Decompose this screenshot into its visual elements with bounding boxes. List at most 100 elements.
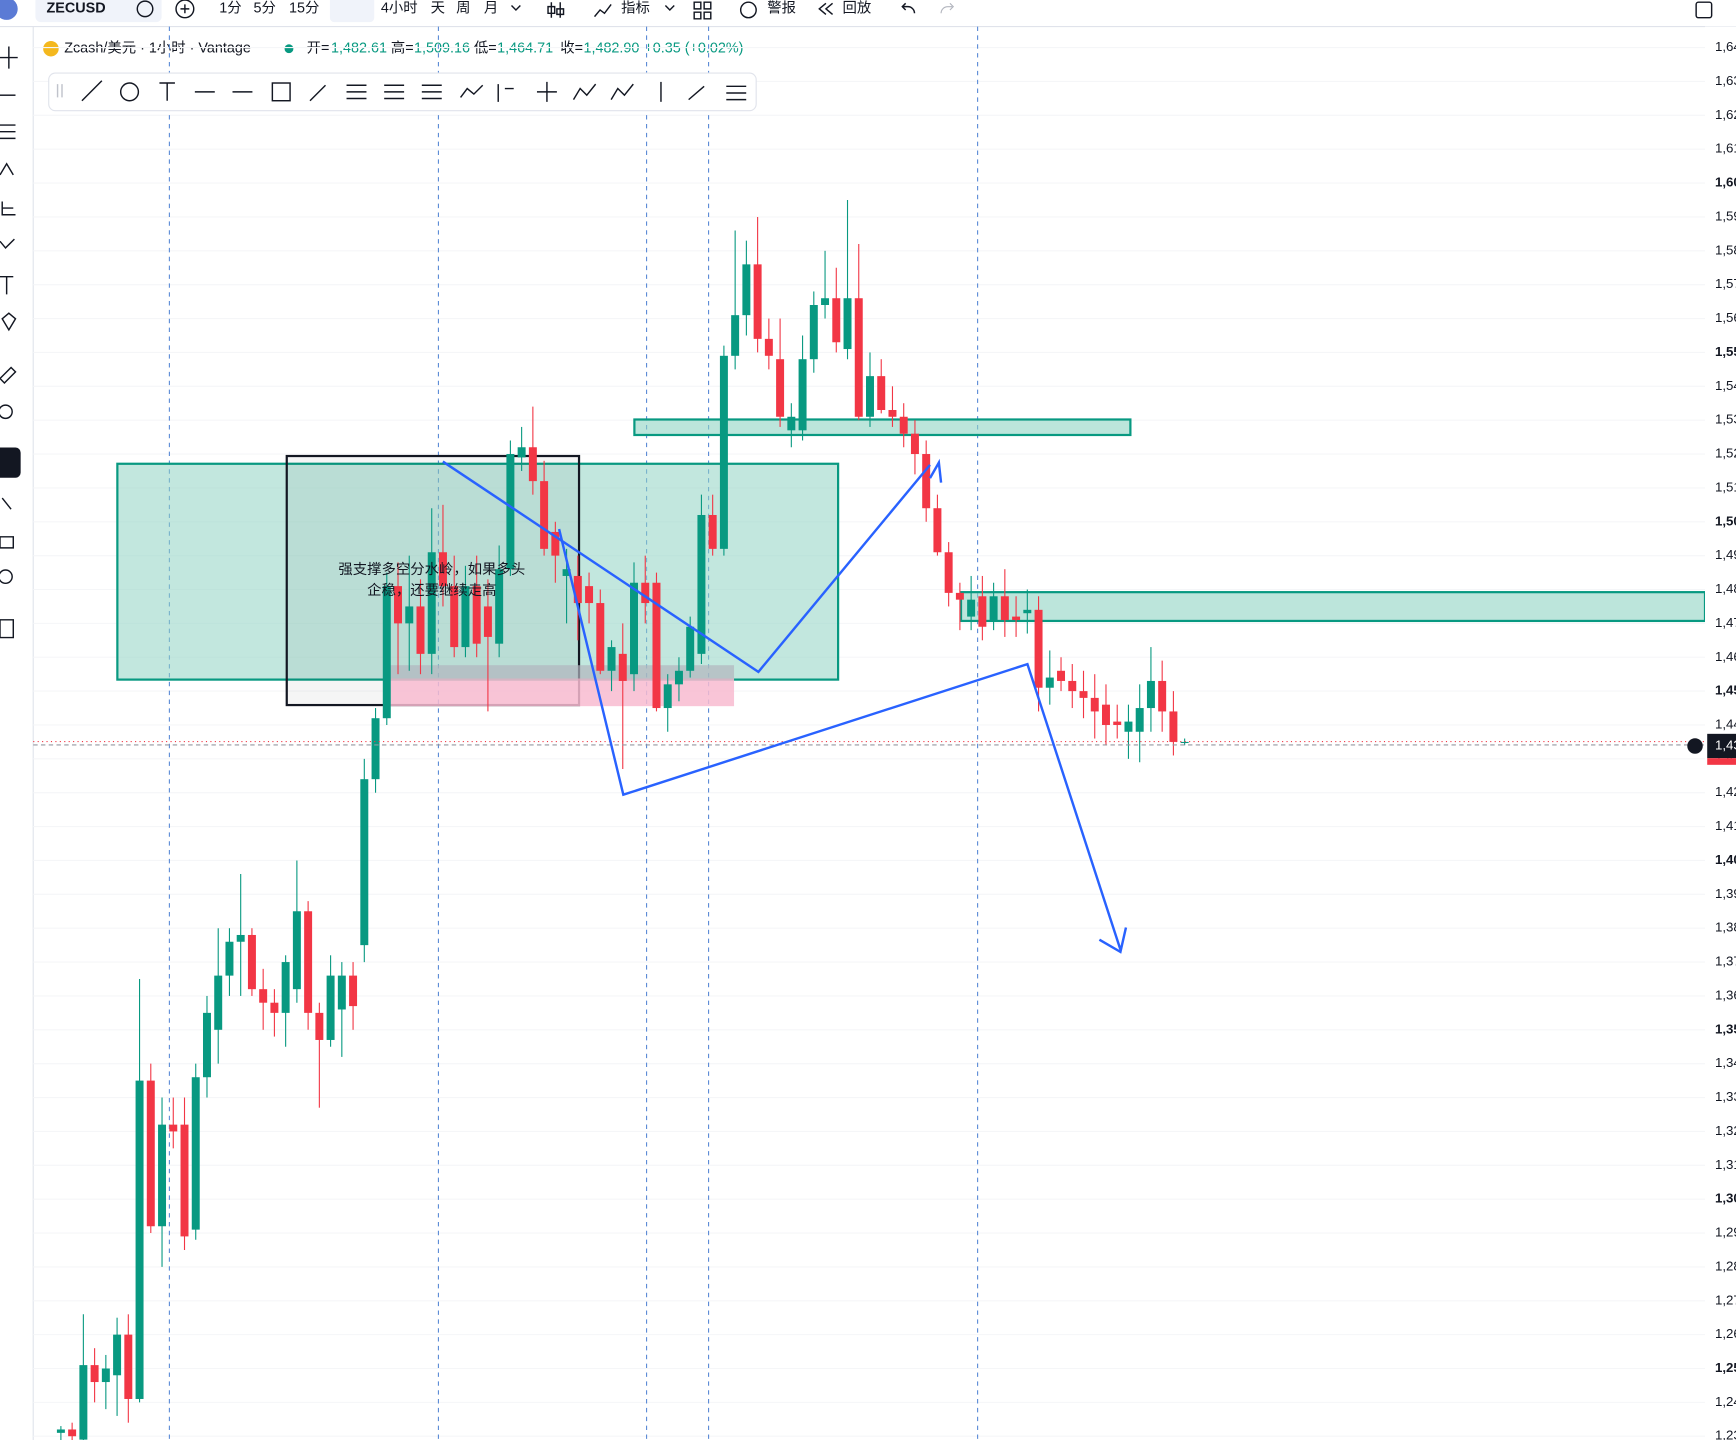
candle-body bbox=[247, 934, 256, 990]
interval[interactable]: 4小时 bbox=[381, 0, 418, 17]
y-tick-label: 1,540 bbox=[1715, 378, 1736, 393]
candle-body bbox=[888, 409, 897, 417]
resistance-zone[interactable] bbox=[959, 591, 1707, 623]
add-compare[interactable] bbox=[175, 0, 195, 19]
candle-body bbox=[225, 941, 234, 976]
y-tick-label: 1,460 bbox=[1715, 649, 1736, 664]
candle-body bbox=[652, 582, 661, 709]
y-tick-label: 1,520 bbox=[1715, 446, 1736, 461]
candle-body bbox=[394, 586, 403, 624]
y-tick-label: 1,560 bbox=[1715, 310, 1736, 325]
candle-body bbox=[562, 569, 571, 576]
candle-body bbox=[483, 606, 492, 637]
market-status bbox=[284, 44, 294, 54]
replay-icon[interactable] bbox=[818, 2, 834, 15]
layout-icon[interactable] bbox=[693, 1, 712, 20]
candles bbox=[56, 200, 1189, 1440]
avatar[interactable] bbox=[0, 0, 18, 20]
y-tick-label: 1,270 bbox=[1715, 1292, 1736, 1307]
y-tick-label: 1,630 bbox=[1715, 73, 1736, 88]
redo[interactable] bbox=[940, 2, 955, 14]
candle-body bbox=[719, 355, 728, 549]
price-tag-bg bbox=[1707, 733, 1736, 759]
legend-value: 1,464.71 bbox=[497, 40, 553, 56]
candle-body bbox=[899, 416, 908, 434]
gray-band[interactable] bbox=[387, 665, 735, 679]
candle-body bbox=[517, 447, 526, 458]
candle-body bbox=[1068, 680, 1077, 692]
candle-body bbox=[551, 531, 560, 556]
projection-line[interactable] bbox=[557, 528, 1122, 951]
left-toolbar-icons[interactable] bbox=[0, 46, 21, 639]
projection-line[interactable] bbox=[442, 460, 931, 674]
y-tick-label: 1,570 bbox=[1715, 276, 1736, 291]
candle-body bbox=[101, 1368, 110, 1383]
candle-body bbox=[809, 305, 818, 360]
candle-body bbox=[450, 586, 459, 648]
candle-body bbox=[978, 596, 987, 627]
alerts[interactable]: 警报 bbox=[767, 0, 796, 17]
indicators[interactable]: 指标 bbox=[621, 0, 650, 17]
y-tick-label: 1,500 bbox=[1715, 513, 1736, 528]
candle-body bbox=[1023, 609, 1032, 614]
interval[interactable]: 月 bbox=[484, 1, 498, 17]
undo[interactable] bbox=[901, 2, 916, 14]
interval[interactable]: 天 bbox=[431, 1, 445, 17]
y-tick-label: 1,450 bbox=[1715, 683, 1736, 698]
candle-body bbox=[405, 606, 414, 624]
y-tick-label: 1,380 bbox=[1715, 920, 1736, 935]
price-tag: 1,435 bbox=[1715, 738, 1736, 753]
candle-body bbox=[866, 376, 874, 417]
indicator-icon[interactable] bbox=[593, 3, 612, 18]
chevron[interactable] bbox=[510, 5, 521, 11]
replay[interactable]: 回放 bbox=[843, 0, 872, 17]
annotation[interactable]: 强支撑多空分水岭，如果多头 bbox=[338, 561, 525, 578]
candle-body bbox=[79, 1365, 88, 1440]
candle-body bbox=[596, 603, 605, 671]
symbol-icon[interactable] bbox=[136, 0, 154, 18]
candle-body bbox=[787, 416, 796, 431]
interval[interactable]: 5分 bbox=[254, 0, 276, 17]
y-tick-label: 1,470 bbox=[1715, 615, 1736, 630]
symbol[interactable]: ZECUSD bbox=[47, 1, 106, 17]
candle-body bbox=[1146, 680, 1155, 709]
legend-value: 开= bbox=[307, 40, 330, 56]
candle-body bbox=[1101, 704, 1110, 725]
y-tick-label: 1,260 bbox=[1715, 1326, 1736, 1341]
price-tag-countdown bbox=[1707, 758, 1736, 765]
interval[interactable]: 1分 bbox=[219, 0, 241, 17]
candle-body bbox=[989, 596, 998, 620]
candle-body bbox=[270, 1002, 279, 1013]
interval[interactable]: 周 bbox=[456, 1, 470, 17]
candle-body bbox=[910, 433, 919, 455]
annotation[interactable]: 企稳，还要继续走高 bbox=[367, 582, 496, 599]
candle-body bbox=[1113, 721, 1122, 725]
chart-type[interactable] bbox=[547, 2, 565, 18]
candle-body bbox=[371, 718, 380, 780]
fullscreen[interactable] bbox=[1695, 1, 1713, 19]
alert-icon[interactable] bbox=[739, 1, 757, 19]
candle-body bbox=[821, 298, 830, 306]
candle-body bbox=[68, 1429, 77, 1437]
candle-body bbox=[315, 1012, 324, 1040]
interval-active-bg bbox=[329, 0, 375, 23]
symbol-search[interactable] bbox=[35, 0, 162, 23]
crosshair-plus[interactable] bbox=[1687, 738, 1703, 754]
candle-body bbox=[472, 586, 481, 644]
path-drawings[interactable] bbox=[442, 458, 1128, 954]
candle-body bbox=[944, 552, 953, 593]
y-tick-label: 1,410 bbox=[1715, 818, 1736, 833]
candle-body bbox=[1045, 677, 1054, 688]
chevron[interactable] bbox=[664, 5, 675, 11]
candle-body bbox=[630, 582, 638, 675]
candle-body bbox=[877, 376, 886, 410]
drawing-tools[interactable] bbox=[56, 80, 747, 102]
y-tick-label: 1,530 bbox=[1715, 412, 1736, 427]
resistance-zone[interactable] bbox=[633, 418, 1132, 437]
candle-body bbox=[618, 653, 627, 681]
gridlines bbox=[33, 47, 1705, 1437]
candle-body bbox=[731, 315, 740, 356]
candle-body bbox=[124, 1334, 133, 1399]
candle-body bbox=[742, 264, 751, 316]
interval[interactable]: 15分 bbox=[289, 0, 319, 17]
